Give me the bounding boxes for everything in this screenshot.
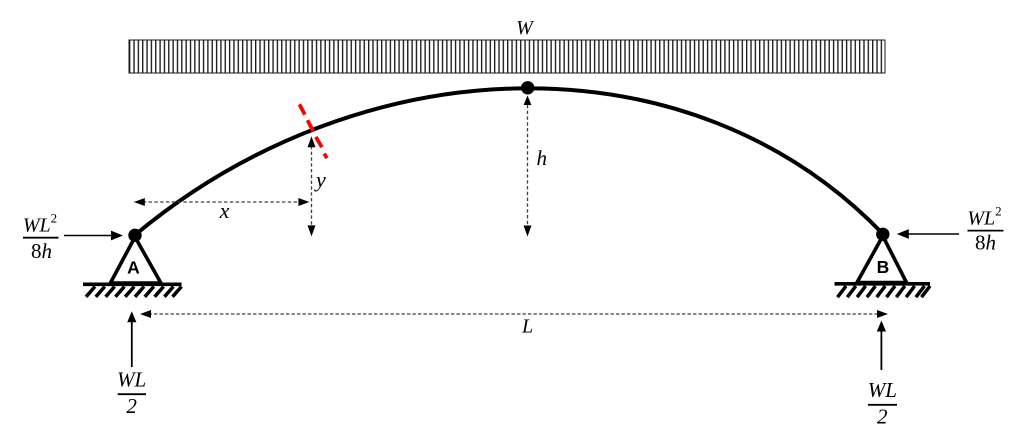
svg-text:W: W bbox=[516, 17, 535, 39]
svg-text:WL: WL bbox=[117, 368, 146, 392]
svg-text:8h: 8h bbox=[31, 239, 52, 263]
svg-text:h: h bbox=[537, 146, 548, 170]
svg-text:A: A bbox=[127, 258, 140, 278]
svg-text:2: 2 bbox=[877, 405, 888, 429]
svg-text:WL2: WL2 bbox=[967, 203, 1001, 229]
svg-text:8h: 8h bbox=[975, 231, 996, 255]
svg-text:y: y bbox=[314, 167, 326, 192]
svg-text:WL2: WL2 bbox=[23, 210, 57, 236]
svg-text:2: 2 bbox=[126, 394, 137, 418]
svg-text:B: B bbox=[877, 257, 890, 277]
svg-text:L: L bbox=[521, 316, 533, 338]
svg-text:x: x bbox=[219, 198, 230, 223]
svg-text:WL: WL bbox=[868, 378, 897, 402]
